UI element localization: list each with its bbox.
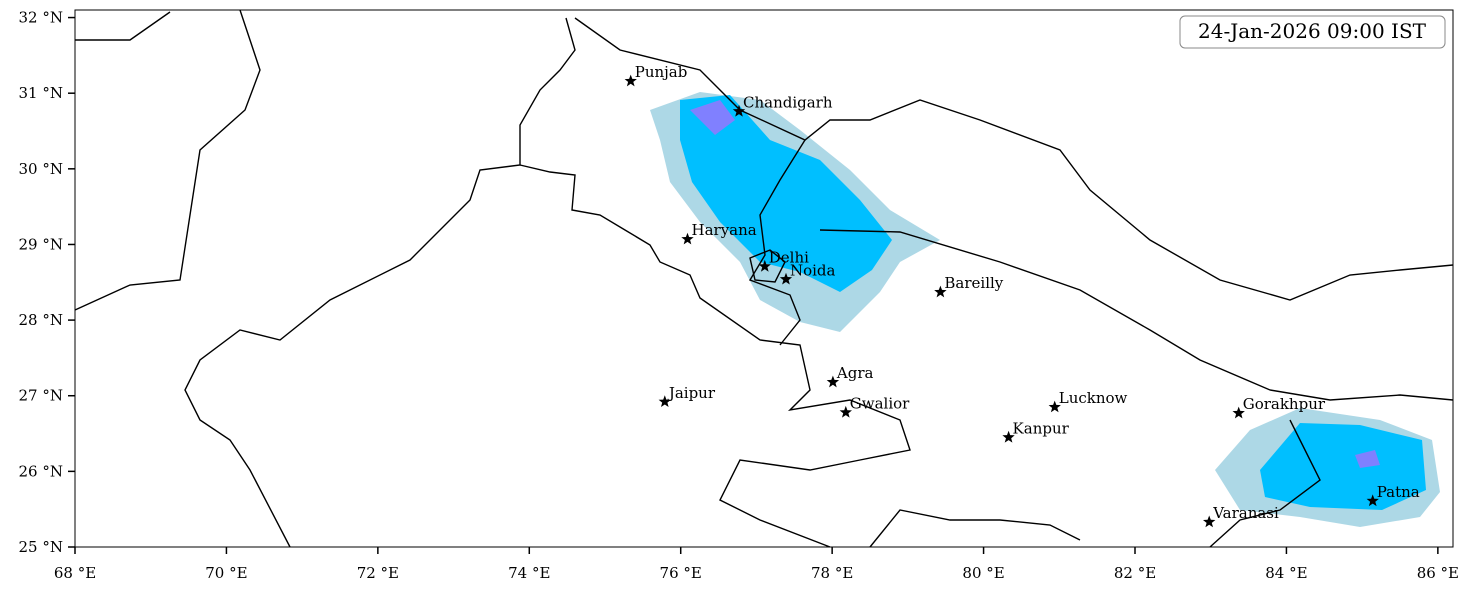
city-marker (1048, 400, 1061, 413)
city-marker (681, 232, 694, 245)
city-label: Lucknow (1059, 389, 1128, 407)
y-tick-label: 27 °N (19, 387, 63, 405)
city-label: Gorakhpur (1243, 395, 1326, 413)
y-tick-label: 31 °N (19, 84, 63, 102)
city-label: Haryana (692, 221, 757, 239)
border (749, 249, 786, 283)
city-label: Punjab (635, 63, 688, 81)
x-tick-label: 76 °E (660, 564, 702, 582)
city-label: Varanasi (1212, 504, 1279, 522)
rain-moderate (680, 95, 892, 292)
x-tick-label: 84 °E (1265, 564, 1307, 582)
city-marker (758, 259, 771, 272)
city-label: Kanpur (1013, 419, 1070, 437)
x-tick-label: 74 °E (508, 564, 550, 582)
timestamp-box (1179, 15, 1446, 49)
border (74, 9, 261, 311)
border (519, 164, 911, 548)
city-label: Jaipur (667, 384, 716, 402)
x-tick-label: 82 °E (1114, 564, 1156, 582)
x-tick-label: 70 °E (205, 564, 247, 582)
border (869, 419, 1321, 548)
city-marker (732, 104, 746, 117)
city-label: Noida (790, 261, 836, 279)
city-label: Bareilly (944, 274, 1003, 292)
x-tick-label: 72 °E (357, 564, 399, 582)
y-tick-label: 28 °N (19, 311, 63, 329)
y-tick-label: 32 °N (19, 9, 63, 27)
y-tick-label: 29 °N (19, 235, 63, 253)
y-tick-label: 25 °N (19, 538, 63, 556)
overlay: 68 °E 70 °E 72 °E 74 °E 76 °E 78 °E 80 °E 82 °E… (19, 9, 1459, 582)
border (574, 17, 1454, 301)
city-marker (1203, 515, 1216, 528)
border (184, 17, 576, 548)
city-label: Patna (1377, 483, 1420, 501)
city-label: Chandigarh (743, 93, 833, 111)
x-tick-label: 68 °E (54, 564, 96, 582)
city-marker (934, 285, 947, 298)
x-tick-label: 86 °E (1417, 564, 1459, 582)
city-marker (1002, 430, 1015, 443)
y-tick-label: 26 °N (19, 462, 63, 480)
city-label: Agra (836, 364, 874, 382)
rain-areas (650, 92, 1440, 527)
x-tick-label: 78 °E (811, 564, 853, 582)
rain-moderate (1260, 423, 1426, 510)
city-marker (826, 375, 840, 388)
city-marker (779, 272, 793, 285)
map-frame (74, 9, 1454, 548)
city-marker (658, 395, 671, 407)
city-label: Delhi (769, 248, 809, 266)
city-label: Gwalior (850, 394, 910, 412)
city-marker (1366, 494, 1379, 507)
y-tick-label: 30 °N (19, 160, 63, 178)
x-tick-label: 80 °E (962, 564, 1004, 582)
timestamp: 24-Jan-2026 09:00 IST (1198, 19, 1427, 43)
city-marker (1232, 406, 1245, 419)
borders (74, 9, 1454, 548)
city-marker (624, 74, 637, 87)
border (748, 139, 1454, 401)
city-marker (839, 405, 852, 418)
